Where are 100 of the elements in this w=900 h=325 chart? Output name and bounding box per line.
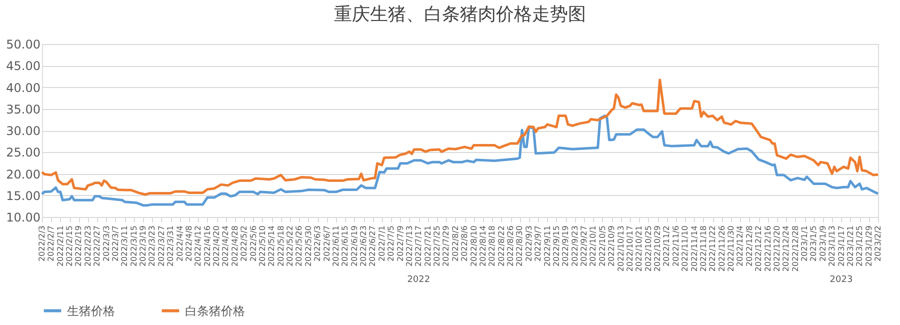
x-tick-label: 2022/11/10	[680, 226, 690, 272]
x-tick-label: 2022/2/23	[83, 226, 92, 267]
x-tick-label: 2022/5/6	[248, 226, 258, 262]
x-tick-label: 2022/7/9	[396, 226, 405, 262]
x-tick-label: 2022/5/2	[240, 226, 249, 262]
chart-title: 重庆生猪、白条猪肉价格走势图	[334, 4, 586, 25]
x-tick-label: 2022/11/18	[698, 226, 708, 272]
x-tick-label: 2022/11/26	[717, 226, 726, 272]
x-tick-label: 2023/1/21	[846, 226, 855, 267]
x-tick-label: 2022/5/18	[276, 226, 286, 267]
x-tick-label: 2022/9/3	[524, 226, 534, 262]
x-tick-label: 2022/8/6	[460, 226, 470, 262]
x-tick-label: 2022/8/26	[506, 226, 516, 267]
x-tick-label: 2022/9/15	[552, 226, 561, 267]
x-tick-label: 2022/6/7	[322, 226, 332, 262]
x-tick-label: 2022/6/27	[368, 226, 378, 267]
x-tick-label: 2022/6/3	[313, 226, 322, 262]
x-tick-label: 2022/4/24	[221, 226, 230, 267]
x-tick-label: 2022/8/30	[515, 226, 524, 267]
x-tick-label: 2022/7/21	[423, 226, 432, 267]
x-tick-label: 2022/8/18	[488, 226, 497, 267]
x-tick-label: 2023/1/1	[800, 226, 810, 262]
x-tick-label: 2022/11/22	[708, 226, 718, 272]
x-tick-label: 2022/12/4	[736, 226, 745, 267]
y-tick-label: 25.00	[6, 146, 40, 160]
x-tick-label: 2022/9/27	[580, 226, 589, 267]
x-tick-label: 2022/2/7	[46, 226, 56, 262]
y-tick-label: 40.00	[6, 80, 40, 95]
x-tick-label: 2022/3/11	[120, 226, 130, 267]
x-tick-label: 2022/2/3	[38, 226, 46, 262]
x-tick-label: 2023/2/2	[874, 226, 882, 262]
x-tick-label: 2022/7/5	[386, 226, 396, 262]
x-tick-label: 2022/9/11	[542, 226, 552, 267]
x-tick-label: 2023/1/29	[864, 226, 874, 267]
x-tick-label: 2022/4/16	[202, 226, 212, 267]
x-tick-label: 2022/10/21	[634, 226, 644, 272]
x-tick-label: 2022/8/14	[478, 226, 488, 267]
x-tick-label: 2022/10/25	[644, 226, 653, 272]
x-tick-label: 2022/7/17	[414, 226, 424, 267]
x-tick-label: 2022/2/11	[56, 226, 65, 267]
x-tick-label: 2022/11/14	[690, 226, 699, 272]
x-tick-label: 2022/7/29	[442, 226, 451, 267]
x-tick-label: 2022/10/17	[625, 226, 634, 272]
x-tick-label: 2022/3/15	[129, 226, 138, 267]
x-tick-label: 2022/2/27	[92, 226, 102, 267]
x-tick-label: 2023/1/9	[818, 226, 828, 262]
x-tick-label: 2022/6/19	[350, 226, 359, 267]
x-tick-label: 2022/4/4	[175, 226, 184, 262]
x-tick-label: 2022/2/15	[65, 226, 74, 267]
x-tick-label: 2022/10/9	[607, 226, 616, 267]
x-tick-label: 2022/6/23	[359, 226, 368, 267]
x-tick-label: 2022/9/23	[570, 226, 580, 267]
x-tick-label: 2022/11/2	[662, 226, 672, 267]
text: 2022	[407, 275, 430, 285]
x-tick-label: 2022/3/3	[102, 226, 111, 262]
x-tick-label: 2022/4/12	[194, 226, 203, 267]
legend-label: 生猪价格	[67, 304, 115, 318]
y-tick-label: 30.00	[6, 124, 40, 138]
legend-label: 白条猪价格	[185, 304, 245, 318]
line-series	[40, 114, 880, 207]
y-tick-label: 50.00	[6, 38, 40, 52]
x-tick-label: 2022/6/15	[340, 226, 350, 267]
x-tick-label: 2022/3/7	[110, 226, 120, 262]
x-tick-label: 2022/7/1	[377, 226, 386, 262]
x-tick-label: 2022/5/10	[258, 226, 267, 267]
x-tick-label: 2022/7/25	[432, 226, 442, 267]
line-series	[40, 78, 880, 196]
x-tick-label: 2022/11/6	[671, 226, 680, 267]
x-tick-label: 2022/7/13	[404, 226, 414, 267]
x-tick-label: 2022/2/19	[74, 226, 84, 267]
y-tick-label: 20.00	[6, 167, 40, 182]
x-tick-label: 2022/3/19	[138, 226, 148, 267]
x-tick-label: 2022/9/19	[561, 226, 570, 267]
x-tick-label: 2022/6/11	[331, 226, 340, 267]
x-tick-label: 2022/9/7	[534, 226, 543, 262]
x-tick-label: 2022/4/8	[184, 226, 194, 262]
x-tick-label: 2022/11/30	[726, 226, 736, 272]
x-tick-label: 2022/10/5	[598, 226, 607, 267]
x-tick-label: 2023/1/13	[828, 226, 837, 267]
text: 2023	[830, 275, 853, 285]
x-tick-label: 2022/12/12	[754, 226, 764, 272]
x-tick-label: 2022/12/8	[744, 226, 754, 267]
x-tick-label: 2022/3/31	[166, 226, 176, 267]
x-tick-label: 2022/8/22	[496, 226, 506, 267]
x-tick-label: 2022/5/30	[304, 226, 313, 267]
x-tick-label: 2022/3/27	[156, 226, 166, 267]
y-tick-label: 35.00	[6, 102, 40, 116]
x-tick-label: 2023/1/5	[809, 226, 818, 262]
x-tick-label: 2022/3/23	[148, 226, 157, 267]
x-tick-label: 2022/5/14	[267, 226, 276, 267]
x-tick-label: 2023/1/17	[836, 226, 846, 267]
x-tick-label: 2022/12/20	[772, 226, 782, 272]
x-tick-label: 2022/8/2	[450, 226, 460, 262]
x-tick-label: 2022/5/22	[286, 226, 295, 267]
y-tick-label: 10.00	[6, 210, 40, 224]
x-tick-label: 2022/10/1	[588, 226, 598, 267]
x-tick-label: 2022/12/28	[790, 226, 800, 272]
x-tick-label: 2022/12/16	[763, 226, 772, 272]
x-tick-label: 2022/5/26	[294, 226, 304, 267]
x-tick-label: 2022/10/29	[653, 226, 662, 272]
